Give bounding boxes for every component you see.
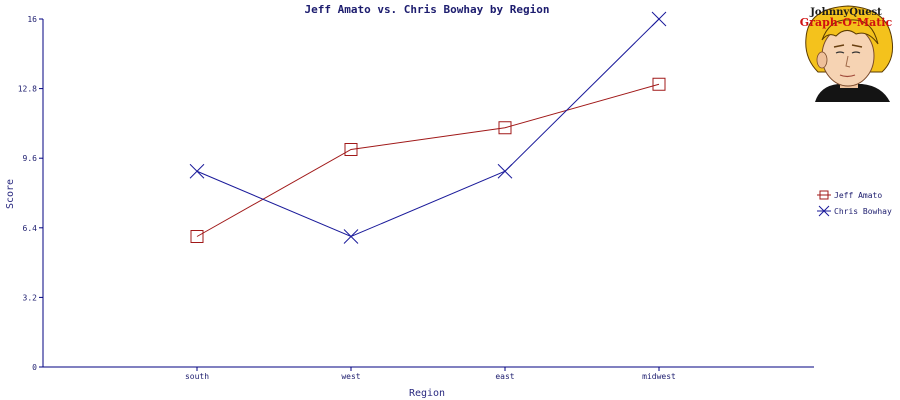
y-axis-ticks: 0 3.2 6.4 9.6 12.8 16	[18, 15, 43, 372]
series-line-chris	[196, 18, 660, 238]
logo-line-1: JohnnyQuest	[809, 7, 882, 18]
data-point-jeff	[652, 77, 666, 91]
legend-item-jeff: Jeff Amato	[817, 190, 882, 200]
x-axis-ticks: south west east midwest	[185, 367, 676, 381]
cartoon-boy-face-icon	[805, 5, 893, 102]
data-point-jeff	[498, 121, 512, 135]
x-axis-title: Region	[409, 388, 445, 399]
x-tick-label: south	[185, 372, 209, 381]
y-axis-title: Score	[5, 179, 16, 209]
y-tick-label: 0	[32, 363, 37, 372]
data-point-chris	[343, 229, 359, 244]
series-layer	[189, 11, 667, 244]
x-tick-label: west	[341, 372, 360, 381]
data-point-jeff	[190, 230, 204, 243]
legend-marker-jeff	[819, 190, 829, 200]
y-tick-label: 12.8	[18, 85, 37, 94]
legend-marker-chris	[818, 205, 830, 217]
data-point-chris	[651, 11, 667, 27]
chart-title: Jeff Amato vs. Chris Bowhay by Region	[304, 3, 549, 16]
x-tick-label: east	[495, 372, 514, 381]
series-line-jeff	[196, 83, 660, 237]
y-tick-label: 16	[27, 15, 37, 24]
data-point-chris	[189, 163, 205, 179]
y-tick-label: 6.4	[23, 224, 38, 233]
legend-label-jeff: Jeff Amato	[834, 191, 882, 200]
data-point-jeff	[344, 143, 358, 156]
legend: Jeff Amato Chris Bowhay	[817, 190, 892, 217]
logo-line-2: Graph-O-Matic	[800, 16, 893, 29]
legend-item-chris: Chris Bowhay	[817, 205, 892, 217]
y-tick-label: 9.6	[23, 154, 38, 163]
logo: JohnnyQuest Graph-O-Matic	[800, 5, 893, 102]
y-tick-label: 3.2	[23, 293, 38, 302]
x-tick-label: midwest	[642, 372, 676, 381]
legend-label-chris: Chris Bowhay	[834, 207, 892, 216]
data-point-chris	[497, 163, 513, 179]
